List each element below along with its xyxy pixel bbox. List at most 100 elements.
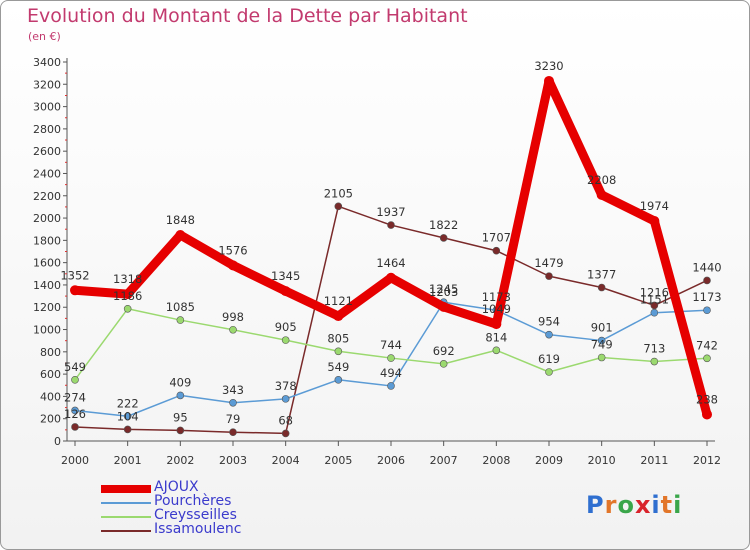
data-point (439, 360, 448, 368)
data-label: 954 (538, 315, 560, 329)
data-label: 998 (222, 310, 244, 324)
legend-swatch (101, 502, 151, 504)
y-tick-label: 3400 (33, 56, 61, 69)
data-point (334, 376, 343, 384)
data-label: 68 (278, 413, 293, 427)
data-label: 222 (117, 396, 139, 410)
data-label: 1479 (534, 256, 563, 270)
legend-label: Issamoulenc (154, 521, 242, 537)
data-point (386, 272, 396, 283)
x-tick-label: 2003 (219, 454, 247, 467)
y-tick-label: 200 (40, 413, 61, 426)
data-label: 2105 (324, 186, 353, 200)
data-point (176, 316, 185, 324)
data-point (176, 391, 185, 400)
data-point (545, 272, 553, 280)
data-label: 1937 (376, 205, 405, 219)
legend-label: AJOUX (154, 479, 199, 495)
x-tick-label: 2002 (166, 454, 194, 467)
data-point (229, 398, 237, 407)
data-label: 1707 (482, 231, 511, 245)
series-group (70, 75, 712, 438)
data-label: 238 (696, 392, 718, 406)
data-point (387, 382, 395, 390)
y-tick-label: 1800 (33, 234, 61, 247)
y-tick-label: 1600 (33, 257, 61, 270)
y-tick-label: 1000 (33, 324, 61, 337)
data-label: 1464 (376, 256, 405, 270)
data-point (703, 354, 711, 363)
data-point (281, 336, 290, 344)
data-point (492, 246, 501, 255)
y-tick-label: 2200 (33, 190, 61, 203)
x-tick-label: 2007 (430, 454, 458, 467)
data-label: 1848 (166, 213, 195, 227)
data-point (334, 202, 343, 211)
data-point (176, 426, 185, 435)
y-tick-label: 3000 (33, 101, 61, 114)
data-label: 901 (591, 321, 613, 335)
x-tick-label: 2004 (272, 454, 300, 467)
data-label: 494 (380, 366, 402, 380)
data-point (228, 260, 238, 271)
data-label: 1345 (271, 269, 300, 283)
legend-label: Creysseilles (154, 507, 237, 523)
data-label: 742 (696, 338, 718, 352)
data-label: 409 (169, 375, 191, 389)
data-label: 549 (327, 360, 349, 374)
x-tick-label: 2000 (61, 454, 89, 467)
data-point (281, 429, 290, 438)
data-point (229, 325, 237, 334)
data-point (491, 319, 502, 330)
data-point (280, 286, 291, 297)
data-label: 274 (64, 390, 86, 404)
data-point (229, 428, 237, 436)
x-tick-label: 2011 (640, 454, 668, 467)
y-tick-label: 2600 (33, 145, 61, 158)
data-point (703, 276, 711, 285)
proxiti-logo: Proxiti (586, 491, 682, 519)
x-tick-label: 2012 (693, 454, 721, 467)
data-point (702, 409, 712, 420)
series-line-ajoux (70, 76, 712, 419)
data-label: 3230 (534, 59, 563, 73)
data-point (71, 376, 79, 384)
data-point (544, 75, 554, 86)
data-label: 905 (275, 320, 297, 334)
data-point (334, 347, 343, 356)
data-point (123, 425, 132, 434)
data-label: 79 (226, 412, 241, 426)
data-point (650, 357, 659, 366)
data-label: 549 (64, 360, 86, 374)
chart-subtitle: (en €) (28, 30, 61, 43)
data-point (70, 285, 80, 296)
logo-letter: i (651, 491, 661, 519)
data-label: 1151 (640, 293, 669, 307)
data-labels: 126 104 95 79 68 2105 1937 1822 1707 1479 1377 1216… (60, 59, 721, 427)
data-point (387, 354, 395, 362)
y-tick-label: 2400 (33, 167, 61, 180)
data-label: 1822 (429, 218, 458, 232)
y-tick-label: 400 (40, 390, 61, 403)
chart-title: Evolution du Montant de la Dette par Hab… (27, 5, 468, 27)
data-label: 744 (380, 338, 402, 352)
data-label: 1352 (60, 268, 89, 282)
y-tick-label: 1400 (33, 279, 61, 292)
data-point (545, 330, 553, 339)
data-label: 104 (117, 409, 139, 423)
logo-letter: o (617, 491, 635, 519)
data-label: 1121 (324, 294, 353, 308)
data-label: 1049 (482, 302, 511, 316)
y-tick-label: 3200 (33, 78, 61, 91)
data-label: 749 (591, 338, 613, 352)
data-point (123, 304, 132, 313)
logo-letter: P (586, 491, 605, 519)
logo-letter: x (634, 491, 652, 519)
data-label: 619 (538, 352, 560, 366)
data-label: 1576 (218, 243, 247, 257)
data-point (492, 346, 501, 355)
data-label: 1377 (587, 268, 616, 282)
y-tick-label: 2800 (33, 123, 61, 136)
data-label: 713 (643, 342, 665, 356)
